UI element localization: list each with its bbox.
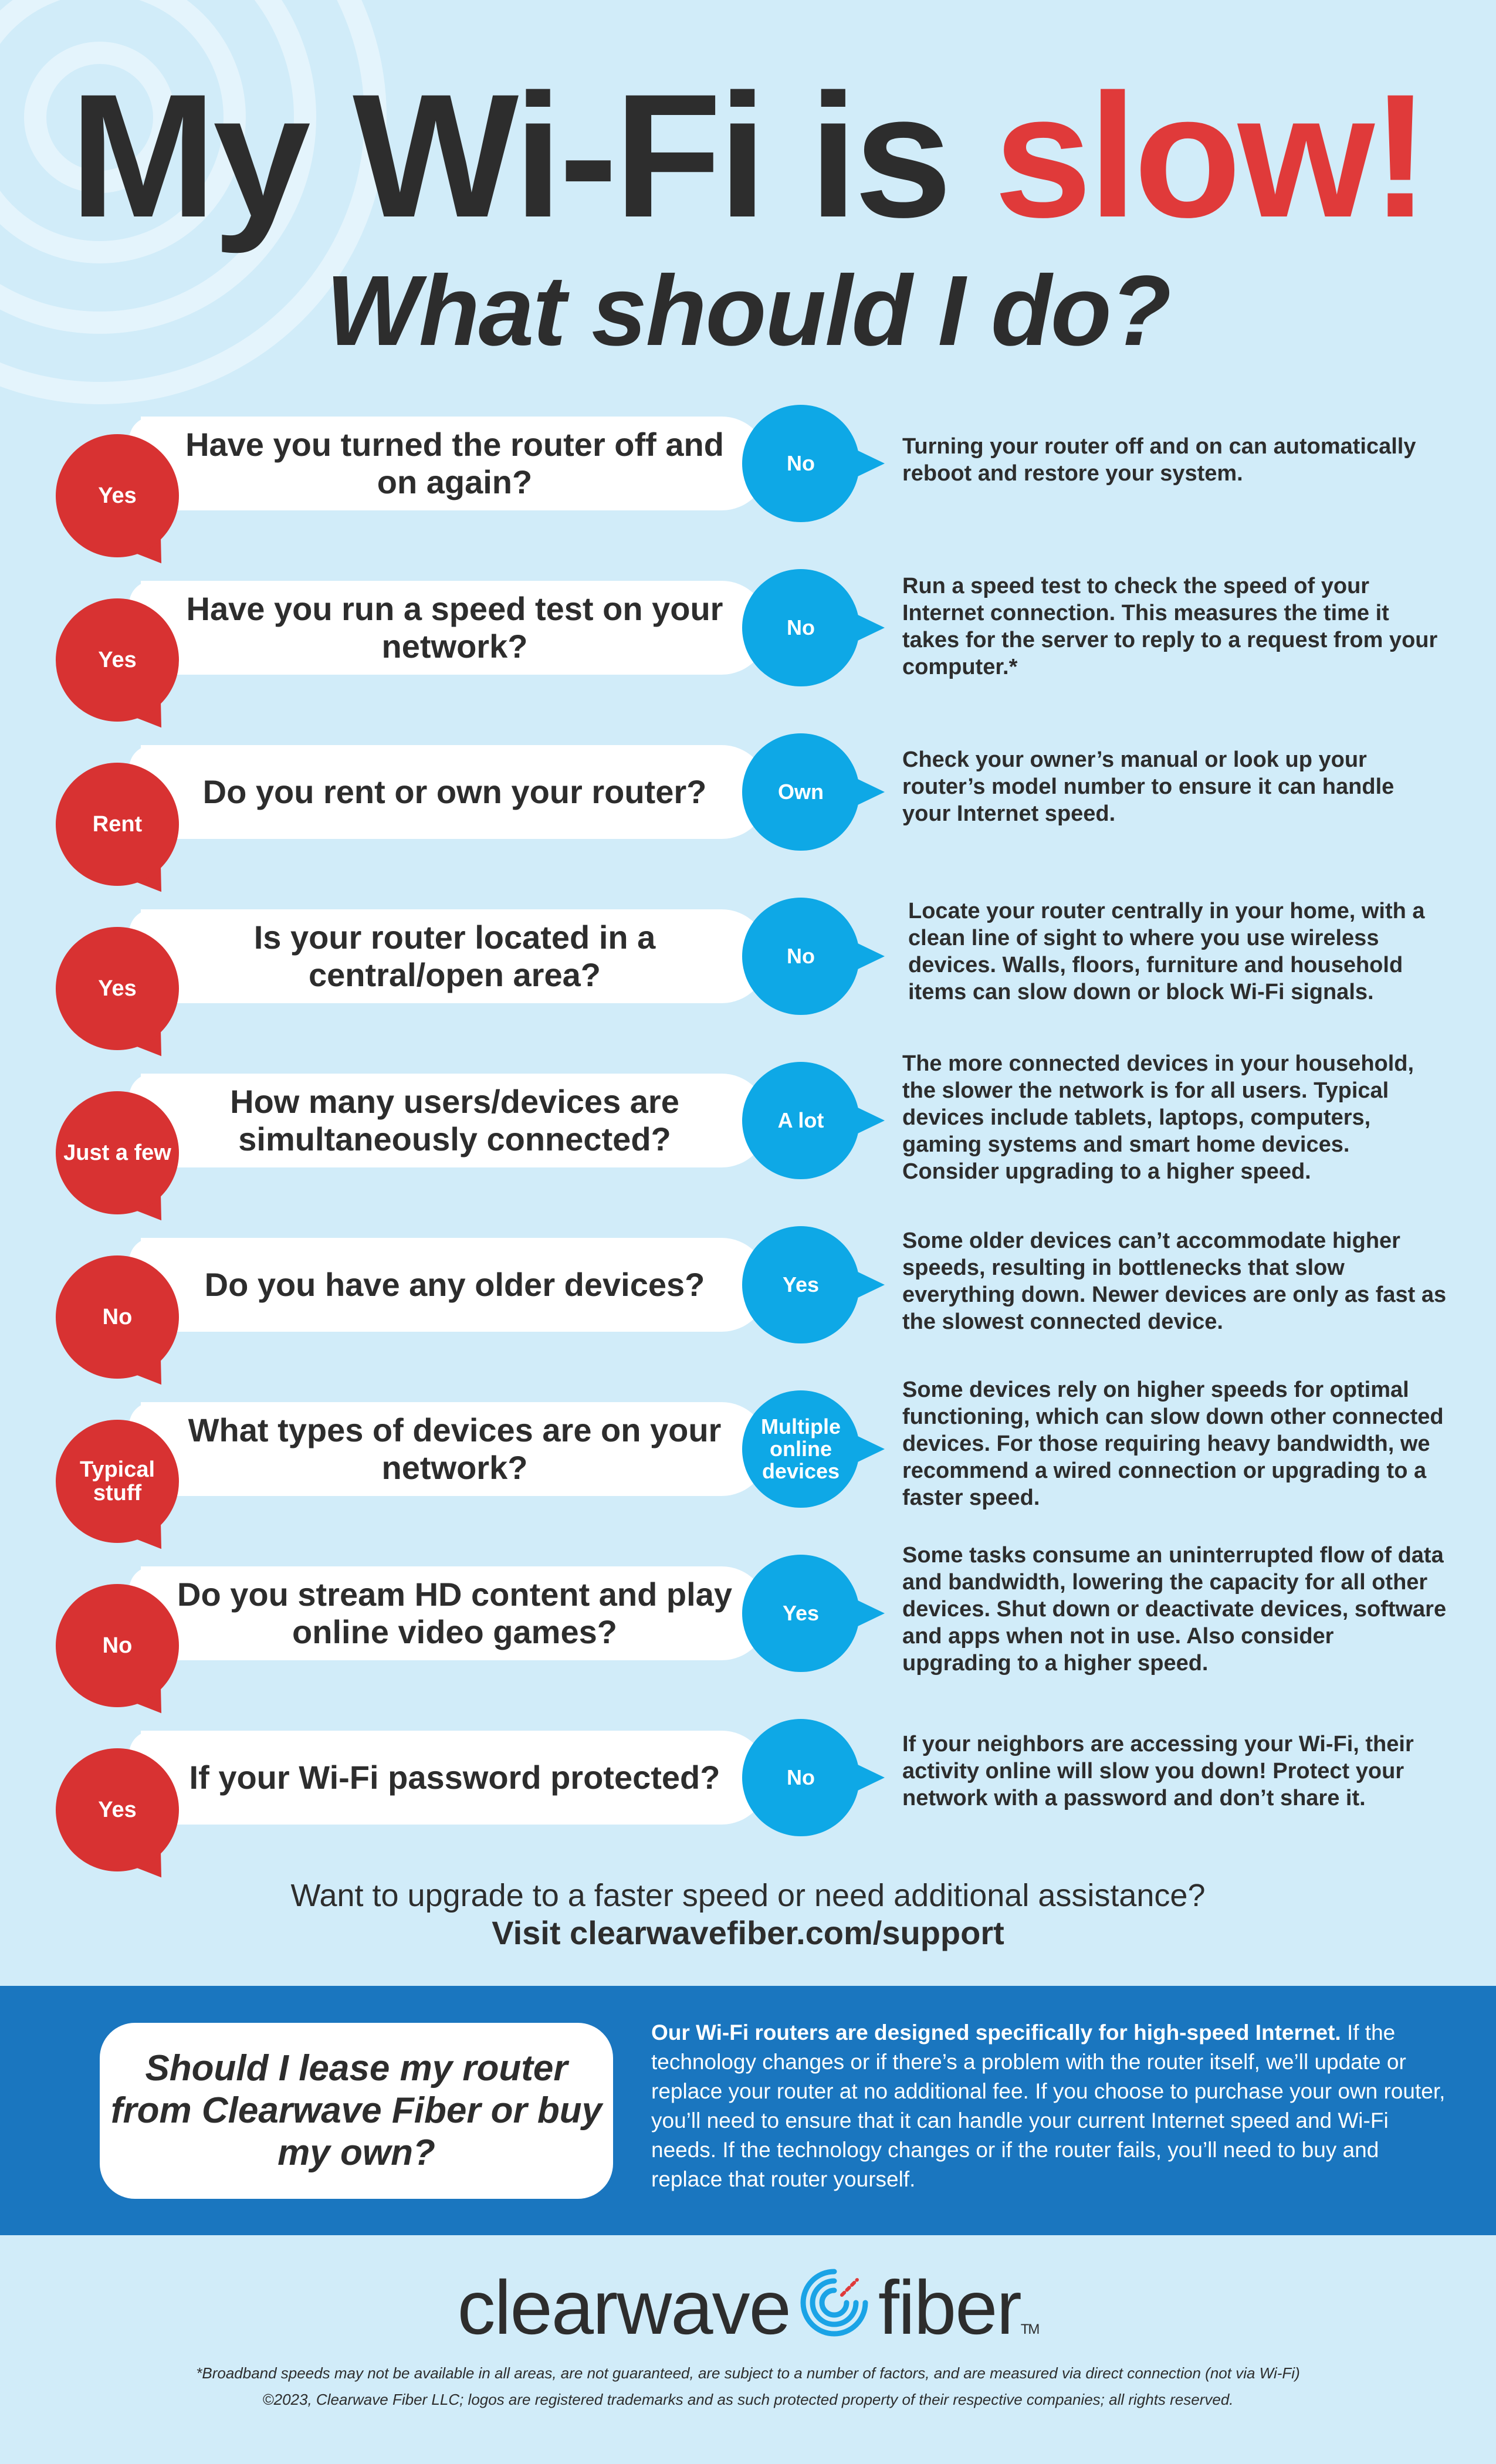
right-answer-bubble: No bbox=[742, 1719, 859, 1836]
question-text: How many users/devices are simultaneousl… bbox=[230, 1083, 679, 1157]
lease-question-box: Should I lease my router from Clearwave … bbox=[100, 2023, 613, 2199]
arrow-right-icon bbox=[855, 778, 885, 806]
question-row: If your Wi-Fi password protected? Yes No… bbox=[0, 1719, 1496, 1887]
answer-explanation: Run a speed test to check the speed of y… bbox=[902, 574, 1438, 679]
arrow-right-icon bbox=[855, 614, 885, 642]
arrow-right-icon bbox=[855, 1106, 885, 1135]
question-row: Have you turned the router off and on ag… bbox=[0, 405, 1496, 573]
question-row: Do you stream HD content and play online… bbox=[0, 1543, 1496, 1723]
answer-explanation: Check your owner’s manual or look up you… bbox=[902, 747, 1395, 826]
arrow-right-icon bbox=[855, 942, 885, 970]
answer-explanation: Some tasks consume an uninterrupted flow… bbox=[902, 1543, 1447, 1676]
question-row: Have you run a speed test on your networ… bbox=[0, 569, 1496, 737]
answer-explanation: If your neighbors are accessing your Wi-… bbox=[902, 1732, 1414, 1810]
arrow-right-icon bbox=[855, 1599, 885, 1627]
question-row: Is your router located in a central/open… bbox=[0, 898, 1496, 1066]
right-answer-bubble: A lot bbox=[742, 1062, 859, 1179]
title-accent: slow! bbox=[994, 57, 1430, 254]
question-pill bbox=[141, 745, 769, 839]
logo-word-clearwave: clearwave bbox=[457, 2265, 791, 2350]
question-text: Is your router located in a central/open… bbox=[253, 919, 656, 993]
left-answer-bubble: No bbox=[56, 1584, 179, 1707]
question-pill bbox=[141, 1566, 769, 1660]
right-answer-bubble: No bbox=[742, 569, 859, 686]
question-row: What types of devices are on your networ… bbox=[0, 1377, 1496, 1559]
support-link[interactable]: Visit clearwavefiber.com/support bbox=[492, 1914, 1004, 1951]
disclaimer-text: *Broadband speeds may not be available i… bbox=[196, 2364, 1300, 2382]
question-row: Do you rent or own your router? Rent Own… bbox=[0, 733, 1496, 902]
question-row: Do you have any older devices? No Yes So… bbox=[0, 1226, 1496, 1395]
answer-explanation: The more connected devices in your house… bbox=[902, 1051, 1414, 1184]
lease-answer-text: Our Wi-Fi routers are designed specifica… bbox=[651, 2018, 1449, 2194]
question-text: Do you rent or own your router? bbox=[202, 773, 707, 810]
swirl-logo-icon bbox=[800, 2269, 868, 2337]
answer-explanation: Some devices rely on higher speeds for o… bbox=[902, 1377, 1444, 1510]
lease-body: If the technology changes or if there’s … bbox=[651, 2020, 1446, 2191]
question-text: Have you run a speed test on your networ… bbox=[186, 590, 723, 665]
left-answer-bubble: No bbox=[56, 1255, 179, 1379]
right-answer-bubble: Own bbox=[742, 733, 859, 851]
right-answer-bubble: Multiple online devices bbox=[742, 1390, 859, 1508]
question-pill bbox=[141, 417, 769, 510]
arrow-right-icon bbox=[855, 1435, 885, 1463]
question-text: Do you have any older devices? bbox=[204, 1266, 705, 1303]
copyright-text: ©2023, Clearwave Fiber LLC; logos are re… bbox=[262, 2391, 1234, 2408]
left-answer-bubble: Just a few bbox=[56, 1091, 179, 1214]
left-answer-bubble: Typical stuff bbox=[56, 1420, 179, 1543]
answer-explanation: Turning your router off and on can autom… bbox=[902, 434, 1416, 486]
trademark-mark: TM bbox=[1020, 2321, 1040, 2337]
title-text: My Wi-Fi is bbox=[69, 57, 994, 254]
left-answer-bubble: Yes bbox=[56, 927, 179, 1050]
answer-explanation: Some older devices can’t accommodate hig… bbox=[902, 1228, 1447, 1334]
question-text: Have you turned the router off and on ag… bbox=[185, 426, 724, 500]
arrow-right-icon bbox=[855, 1764, 885, 1792]
logo-word-fiber: fiber bbox=[878, 2265, 1022, 2350]
page-title: My Wi-Fi is slow! bbox=[0, 67, 1496, 243]
wifi-rings-decoration bbox=[0, 0, 387, 404]
clearwave-fiber-logo: clearwave fiberTM bbox=[0, 2265, 1496, 2371]
question-pill bbox=[141, 581, 769, 675]
lease-lead: Our Wi-Fi routers are designed specifica… bbox=[651, 2020, 1341, 2045]
left-answer-bubble: Yes bbox=[56, 598, 179, 722]
question-pill bbox=[141, 1402, 769, 1496]
question-text: What types of devices are on your networ… bbox=[188, 1412, 722, 1486]
arrow-right-icon bbox=[855, 1271, 885, 1299]
left-answer-bubble: Yes bbox=[56, 434, 179, 557]
right-answer-bubble: Yes bbox=[742, 1226, 859, 1343]
question-text: If your Wi-Fi password protected? bbox=[189, 1759, 720, 1796]
left-answer-bubble: Rent bbox=[56, 763, 179, 886]
page-subtitle: What should I do? bbox=[326, 255, 1171, 367]
answer-explanation: Locate your router centrally in your hom… bbox=[908, 899, 1425, 1004]
left-answer-bubble: Yes bbox=[56, 1748, 179, 1871]
right-answer-bubble: No bbox=[742, 898, 859, 1015]
question-text: Do you stream HD content and play online… bbox=[177, 1576, 732, 1650]
question-pill bbox=[141, 1074, 769, 1167]
cta-question: Want to upgrade to a faster speed or nee… bbox=[290, 1878, 1206, 1913]
question-pill bbox=[141, 1731, 769, 1825]
question-pill bbox=[141, 1238, 769, 1332]
arrow-right-icon bbox=[855, 449, 885, 478]
right-answer-bubble: Yes bbox=[742, 1555, 859, 1672]
right-answer-bubble: No bbox=[742, 405, 859, 522]
question-row: How many users/devices are simultaneousl… bbox=[0, 1051, 1496, 1230]
question-pill bbox=[141, 909, 769, 1003]
